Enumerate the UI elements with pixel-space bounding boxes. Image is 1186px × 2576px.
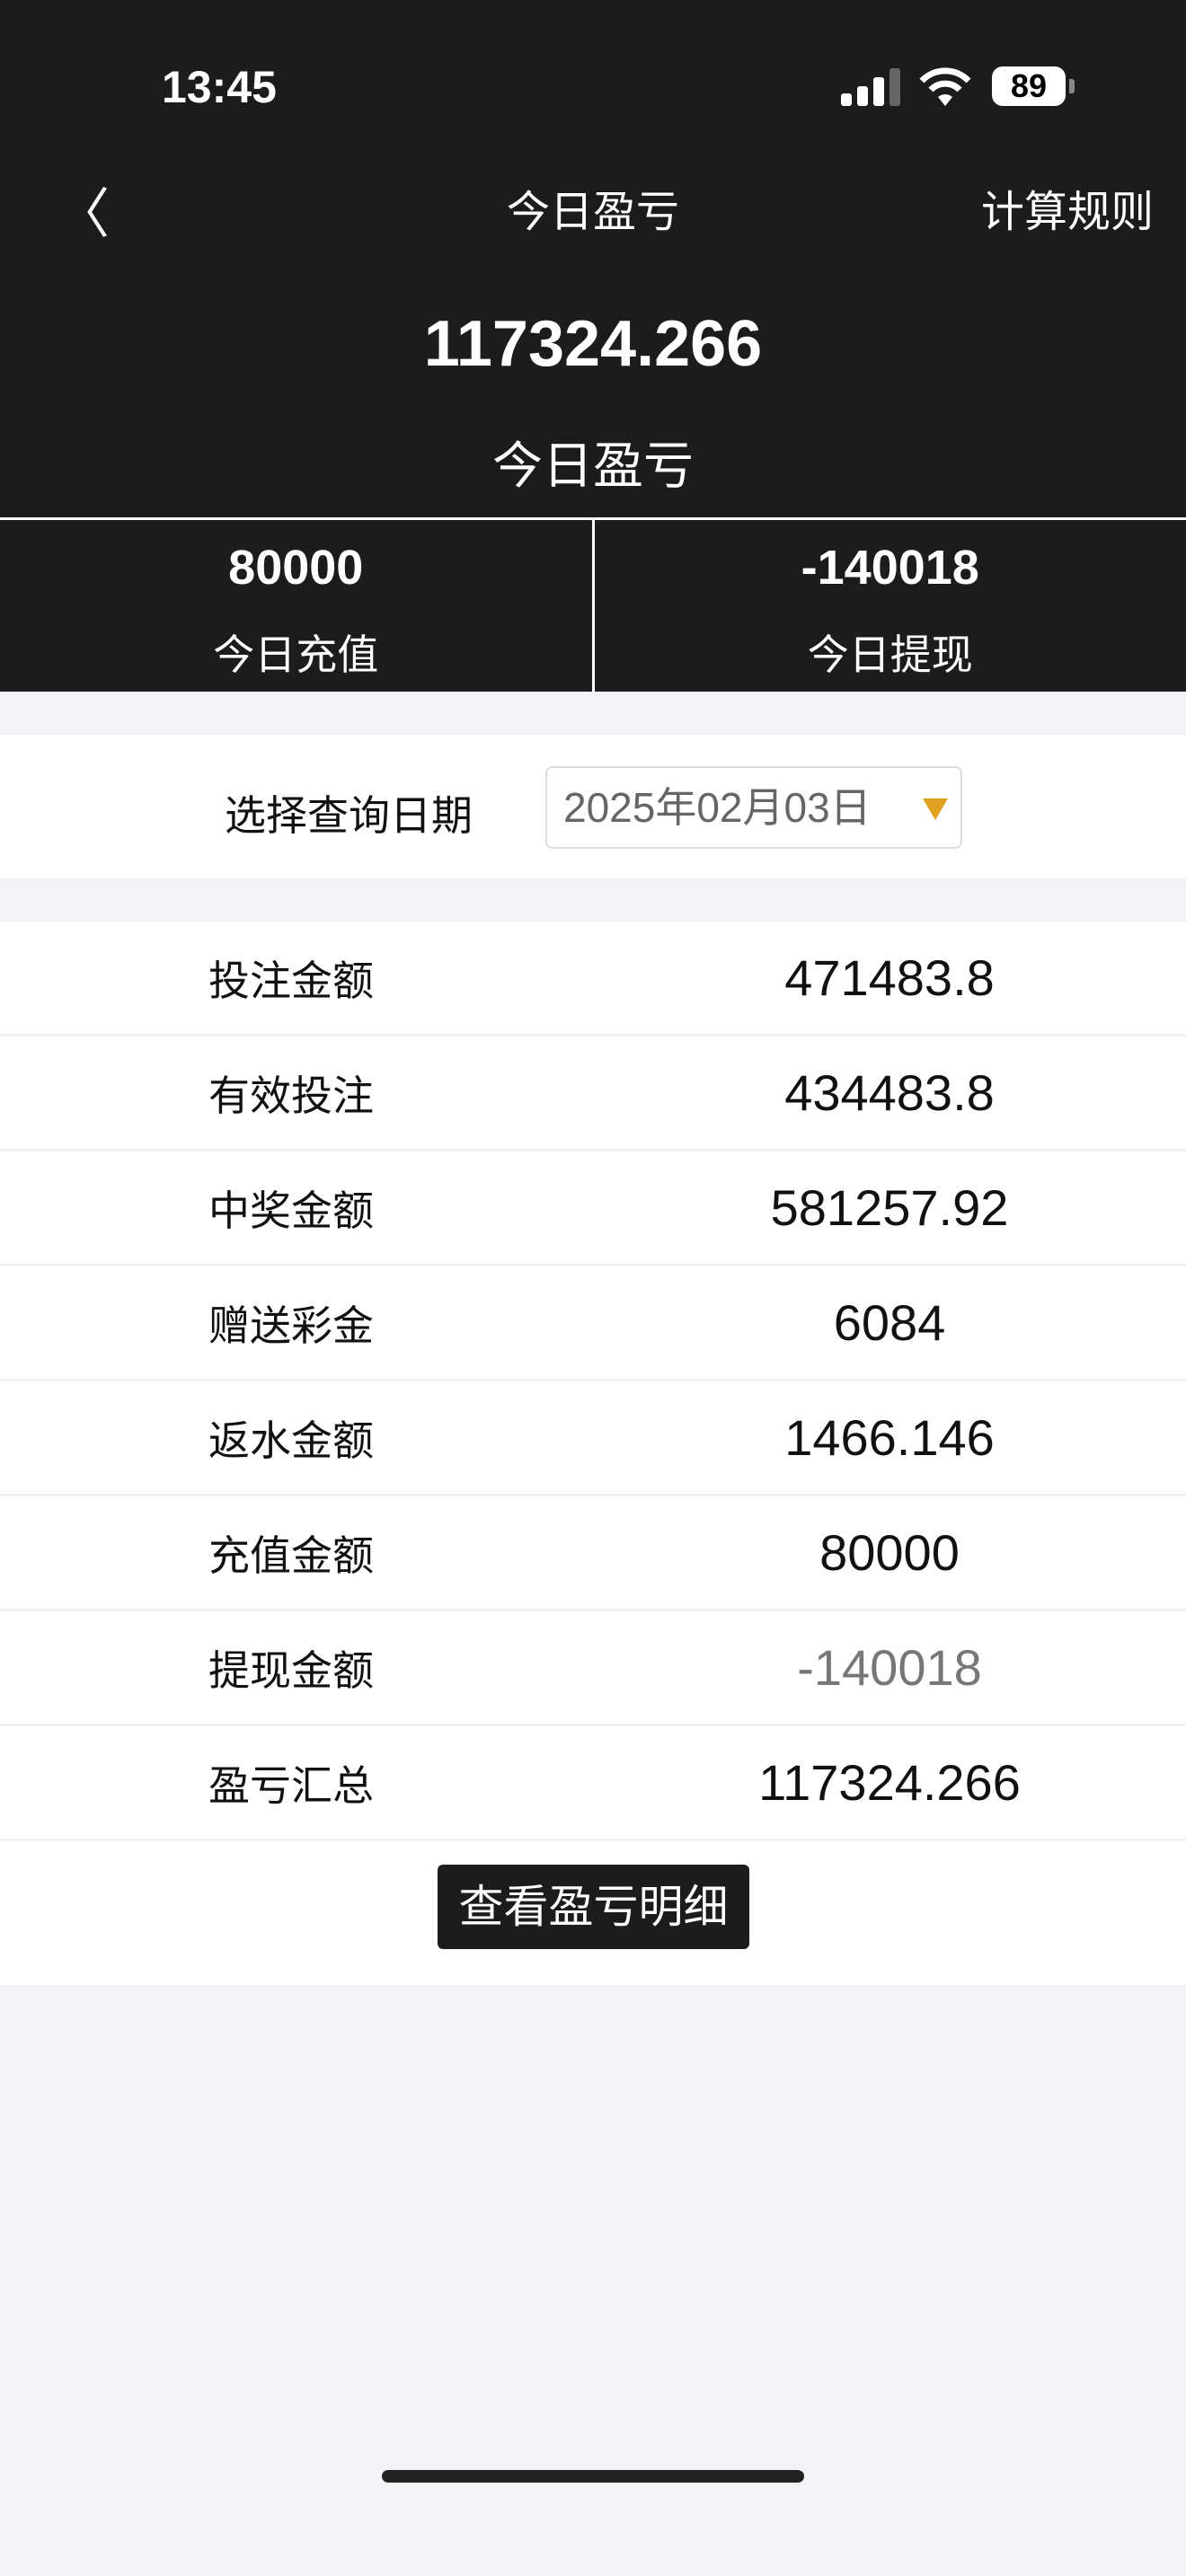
table-row: 提现金额 -140018 <box>0 1611 1186 1726</box>
rules-button[interactable]: 计算规则 <box>980 189 1154 236</box>
stat-withdraw: -140018 今日提现 <box>591 520 1186 692</box>
row-label: 赠送彩金 <box>208 1301 374 1349</box>
table-row: 充值金额 80000 <box>0 1496 1186 1611</box>
table-row: 盈亏汇总 117324.266 <box>0 1726 1186 1841</box>
row-value: 6084 <box>833 1294 946 1351</box>
row-label: 充值金额 <box>208 1531 374 1579</box>
battery-tip <box>1069 79 1075 93</box>
battery-icon: 89 <box>992 66 1066 106</box>
chevron-left-icon: 〈 <box>56 184 110 244</box>
row-value: 581257.92 <box>770 1179 1009 1236</box>
header: 13:45 89 〈 今日盈亏 计算规则 117324.266 今日盈亏 800… <box>0 0 1186 692</box>
table-row: 赠送彩金 6084 <box>0 1266 1186 1381</box>
row-label: 盈亏汇总 <box>208 1761 374 1809</box>
row-label: 投注金额 <box>208 957 374 1004</box>
status-time: 13:45 <box>162 62 277 112</box>
home-indicator[interactable] <box>382 2470 804 2483</box>
row-value: 471483.8 <box>784 949 995 1006</box>
row-value: 80000 <box>819 1524 960 1581</box>
stat-value: 80000 <box>228 541 364 595</box>
date-picker[interactable]: 2025年02月03日 <box>545 766 962 849</box>
summary-table: 投注金额 471483.8 有效投注 434483.8 中奖金额 581257.92 赠送彩… <box>0 922 1186 1841</box>
profit-value: 117324.266 <box>423 308 763 380</box>
page-title: 今日盈亏 <box>506 189 679 236</box>
date-label: 选择查询日期 <box>225 792 473 839</box>
date-value: 2025年02月03日 <box>563 784 872 831</box>
table-row: 中奖金额 581257.92 <box>0 1151 1186 1266</box>
row-value: 1466.146 <box>784 1409 995 1466</box>
row-label: 返水金额 <box>208 1416 374 1464</box>
signal-icon <box>841 66 900 106</box>
table-row: 返水金额 1466.146 <box>0 1381 1186 1496</box>
caret-down-icon <box>923 798 948 820</box>
table-row: 有效投注 434483.8 <box>0 1037 1186 1151</box>
row-value: 117324.266 <box>758 1754 1021 1811</box>
table-row: 投注金额 471483.8 <box>0 922 1186 1037</box>
row-label: 提现金额 <box>208 1646 374 1694</box>
stats-row: 80000 今日充值 -140018 今日提现 <box>0 517 1186 692</box>
stat-label: 今日充值 <box>213 631 379 678</box>
stat-value: -140018 <box>801 541 979 595</box>
back-button[interactable]: 〈 <box>56 171 110 249</box>
stat-recharge: 80000 今日充值 <box>0 520 592 692</box>
stat-label: 今日提现 <box>807 631 973 678</box>
row-value: 434483.8 <box>784 1064 995 1121</box>
wifi-icon <box>919 67 971 106</box>
date-row: 选择查询日期 2025年02月03日 <box>0 735 1186 878</box>
row-value: -140018 <box>797 1639 982 1696</box>
row-label: 中奖金额 <box>208 1187 374 1234</box>
profit-label: 今日盈亏 <box>492 437 694 494</box>
view-detail-button[interactable]: 查看盈亏明细 <box>438 1865 749 1949</box>
row-label: 有效投注 <box>208 1072 374 1119</box>
button-row: 查看盈亏明细 <box>0 1841 1186 1985</box>
